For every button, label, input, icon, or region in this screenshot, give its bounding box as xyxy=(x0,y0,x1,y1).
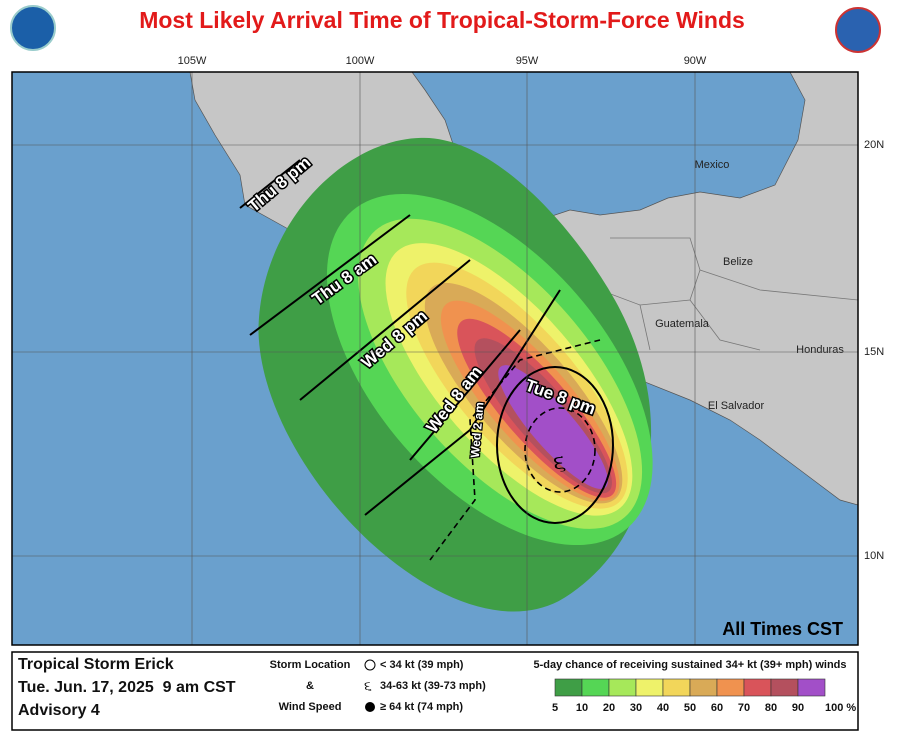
title: Most Likely Arrival Time of Tropical-Sto… xyxy=(139,7,745,33)
colorbar-swatch xyxy=(608,678,637,697)
issued: Tue. Jun. 17, 2025 9 am CST xyxy=(18,679,236,696)
colorbar-swatch xyxy=(662,678,691,697)
lat-label: 20N xyxy=(864,139,884,151)
key-symbol xyxy=(365,702,375,712)
colorbar-tick-label: 70 xyxy=(738,702,750,714)
colorbar-tick-label: 20 xyxy=(603,702,615,714)
advisory: Advisory 4 xyxy=(18,702,100,719)
colorbar: 5 10 20 30 40 50 60 70 80 90 100 % xyxy=(552,678,856,714)
key-title: Storm Location xyxy=(270,659,351,671)
key-symbol xyxy=(364,659,376,671)
key-title: Wind Speed xyxy=(279,701,342,713)
lon-label: 90W xyxy=(684,55,707,67)
key-symbol: ૬ xyxy=(364,678,372,694)
colorbar-tick-label: 40 xyxy=(657,702,669,714)
place-label: Guatemala xyxy=(655,318,710,330)
colorbar-swatch xyxy=(716,678,745,697)
key-label: 34-63 kt (39-73 mph) xyxy=(380,680,486,692)
key-label: ≥ 64 kt (74 mph) xyxy=(380,701,463,713)
place-label: Mexico xyxy=(695,159,730,171)
colorbar-tick-label: 10 xyxy=(576,702,588,714)
nws-logo xyxy=(835,7,881,53)
map-frame xyxy=(11,71,859,646)
storm-symbol: ૬ xyxy=(553,449,566,476)
lat-label: 15N xyxy=(864,346,884,358)
colorbar-tick-label: 60 xyxy=(711,702,723,714)
colorbar-swatch xyxy=(797,678,826,697)
colorbar-tick-label: 30 xyxy=(630,702,642,714)
arrival-label: Wed 2 am xyxy=(468,402,487,459)
graticule xyxy=(12,72,858,645)
noaa-logo xyxy=(10,5,56,51)
map: ૬ Thu 8 pm Thu 8 am Wed 8 pm Wed 8 am Tu… xyxy=(12,72,858,645)
colorbar-swatch xyxy=(635,678,664,697)
place-label: El Salvador xyxy=(708,400,765,412)
key-label: < 34 kt (39 mph) xyxy=(380,659,464,671)
colorbar-swatch xyxy=(770,678,799,697)
place-label: Honduras xyxy=(796,344,844,356)
colorbar-tick-label: 100 % xyxy=(825,702,856,714)
colorbar-tick-label: 90 xyxy=(792,702,804,714)
lon-label: 95W xyxy=(516,55,539,67)
lon-label: 100W xyxy=(346,55,375,67)
colorbar-swatch xyxy=(581,678,610,697)
time-zone-note: All Times CST xyxy=(722,619,843,639)
colorbar-swatch xyxy=(554,678,583,697)
colorbar-tick-label: 50 xyxy=(684,702,696,714)
lon-label: 105W xyxy=(178,55,207,67)
colorbar-title: 5-day chance of receiving sustained 34+ … xyxy=(534,659,847,671)
colorbar-swatch xyxy=(689,678,718,697)
colorbar-swatch xyxy=(743,678,772,697)
key-title: & xyxy=(306,680,314,692)
lat-label: 10N xyxy=(864,550,884,562)
colorbar-tick-label: 80 xyxy=(765,702,777,714)
dashed-isochrones xyxy=(429,339,601,561)
place-label: Belize xyxy=(723,256,753,268)
storm-name: Tropical Storm Erick xyxy=(18,656,174,673)
colorbar-tick-label: 5 xyxy=(552,702,558,714)
